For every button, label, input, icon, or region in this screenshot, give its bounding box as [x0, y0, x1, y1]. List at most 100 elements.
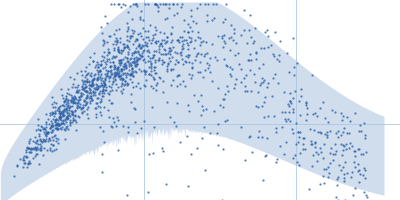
Point: [98, 152, 105, 155]
Point: [28, 146, 34, 150]
Point: [76, 89, 83, 92]
Point: [230, 87, 237, 90]
Point: [348, 175, 354, 179]
Point: [314, 131, 321, 134]
Point: [125, 126, 131, 129]
Point: [122, 3, 128, 6]
Point: [95, 78, 101, 81]
Point: [152, 65, 158, 68]
Point: [100, 41, 107, 44]
Point: [116, 74, 122, 78]
Point: [111, 74, 118, 77]
Point: [224, 84, 230, 87]
Point: [290, 110, 296, 114]
Point: [127, 72, 133, 75]
Point: [64, 115, 70, 118]
Point: [101, 140, 108, 144]
Point: [110, 60, 116, 64]
Point: [32, 140, 38, 144]
Point: [116, 75, 122, 78]
Point: [90, 60, 96, 63]
Point: [166, 7, 172, 10]
Point: [74, 107, 80, 110]
Point: [124, 45, 130, 48]
Point: [98, 73, 104, 76]
Point: [194, 30, 201, 34]
Point: [68, 85, 75, 88]
Point: [66, 107, 72, 110]
Point: [25, 146, 32, 149]
Point: [129, 18, 135, 21]
Point: [99, 170, 106, 174]
Point: [67, 119, 73, 122]
Point: [94, 102, 100, 105]
Point: [86, 84, 93, 87]
Point: [41, 131, 48, 134]
Point: [33, 142, 40, 145]
Point: [62, 118, 68, 121]
Point: [157, 30, 163, 33]
Point: [13, 164, 20, 167]
Point: [83, 79, 89, 82]
Point: [226, 73, 233, 76]
Point: [100, 39, 107, 42]
Point: [190, 47, 197, 50]
Point: [122, 66, 129, 70]
Point: [265, 82, 271, 85]
Point: [55, 128, 61, 131]
Point: [326, 129, 333, 133]
Point: [64, 124, 70, 127]
Point: [150, 76, 157, 79]
Point: [329, 108, 335, 112]
Point: [114, 85, 121, 89]
Point: [106, 77, 112, 80]
Point: [128, 71, 134, 75]
Point: [110, 66, 117, 69]
Point: [152, 2, 158, 6]
Point: [140, 27, 147, 30]
Point: [356, 169, 362, 172]
Point: [124, 193, 130, 197]
Point: [84, 96, 90, 99]
Point: [111, 120, 117, 124]
Point: [72, 108, 78, 111]
Point: [60, 110, 66, 114]
Point: [172, 50, 178, 53]
Point: [252, 26, 258, 29]
Point: [335, 175, 341, 179]
Point: [73, 128, 80, 131]
Point: [98, 114, 104, 117]
Point: [69, 95, 75, 98]
Point: [136, 58, 142, 61]
Point: [148, 66, 154, 69]
Point: [221, 33, 227, 37]
Point: [287, 91, 293, 94]
Point: [74, 102, 80, 105]
Point: [90, 78, 97, 81]
Point: [64, 101, 71, 104]
Point: [100, 130, 106, 133]
Point: [173, 59, 180, 62]
Point: [114, 2, 121, 6]
Point: [176, 41, 182, 44]
Point: [42, 127, 48, 131]
Point: [129, 73, 136, 76]
Point: [77, 105, 83, 109]
Point: [121, 45, 128, 48]
Point: [122, 55, 128, 58]
Point: [162, 48, 168, 51]
Point: [294, 160, 300, 163]
Point: [127, 5, 134, 8]
Point: [83, 102, 89, 105]
Point: [64, 110, 70, 113]
Point: [60, 109, 66, 112]
Point: [295, 141, 302, 144]
Point: [57, 116, 63, 119]
Point: [98, 89, 105, 93]
Point: [58, 88, 64, 91]
Point: [115, 45, 121, 49]
Point: [204, 66, 211, 69]
Point: [248, 150, 255, 154]
Point: [126, 39, 132, 42]
Point: [242, 84, 248, 88]
